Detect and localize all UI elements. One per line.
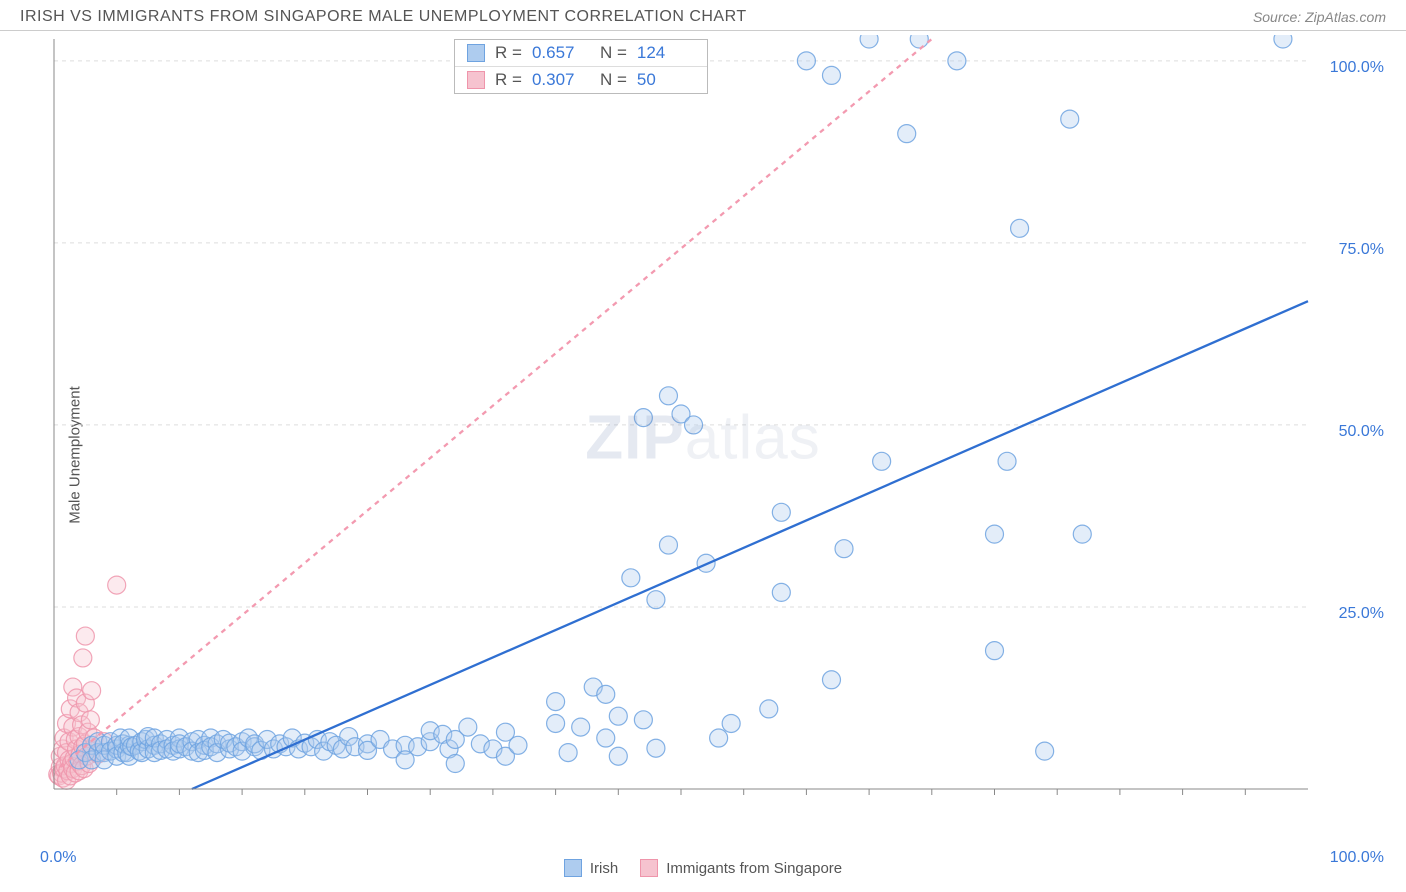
- swatch-singapore: [467, 71, 485, 89]
- n-label: N =: [600, 70, 627, 90]
- chart-title: IRISH VS IMMIGRANTS FROM SINGAPORE MALE …: [20, 8, 747, 26]
- n-value-singapore: 50: [637, 70, 695, 90]
- legend-label-singapore: Immigants from Singapore: [666, 860, 842, 877]
- correlation-legend: R = 0.657 N = 124 R = 0.307 N = 50: [454, 39, 708, 94]
- y-tick-label: 100.0%: [1330, 59, 1384, 77]
- swatch-irish: [467, 44, 485, 62]
- scatter-plot-svg: [48, 35, 1388, 835]
- corr-row-singapore: R = 0.307 N = 50: [455, 66, 707, 93]
- plot-area: Male Unemployment ZIPatlas R = 0.657 N =…: [0, 31, 1406, 879]
- title-bar: IRISH VS IMMIGRANTS FROM SINGAPORE MALE …: [0, 0, 1406, 31]
- y-tick-label: 25.0%: [1339, 605, 1384, 623]
- r-label: R =: [495, 70, 522, 90]
- legend-item-singapore: Immigants from Singapore: [640, 859, 842, 877]
- y-tick-label: 75.0%: [1339, 241, 1384, 259]
- n-value-irish: 124: [637, 43, 695, 63]
- r-value-singapore: 0.307: [532, 70, 590, 90]
- r-value-irish: 0.657: [532, 43, 590, 63]
- series-legend: Irish Immigants from Singapore: [0, 859, 1406, 877]
- n-label: N =: [600, 43, 627, 63]
- legend-item-irish: Irish: [564, 859, 618, 877]
- r-label: R =: [495, 43, 522, 63]
- corr-row-irish: R = 0.657 N = 124: [455, 40, 707, 66]
- chart-container: IRISH VS IMMIGRANTS FROM SINGAPORE MALE …: [0, 0, 1406, 892]
- y-tick-label: 50.0%: [1339, 423, 1384, 441]
- legend-label-irish: Irish: [590, 860, 618, 877]
- swatch-irish-icon: [564, 859, 582, 877]
- source-credit: Source: ZipAtlas.com: [1253, 9, 1386, 25]
- swatch-singapore-icon: [640, 859, 658, 877]
